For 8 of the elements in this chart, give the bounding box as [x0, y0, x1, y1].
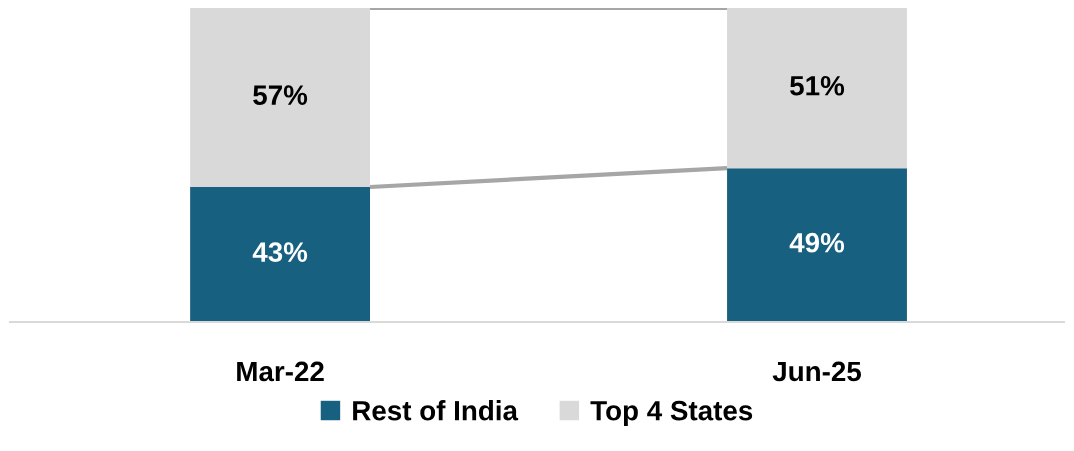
legend-label: Top 4 States: [590, 400, 753, 426]
data-label: 57%: [253, 85, 308, 105]
data-label: 51%: [790, 75, 845, 96]
data-label: 49%: [789, 232, 845, 253]
x-tick-label: Mar-22: [237, 361, 324, 382]
legend-label: Rest of India: [353, 400, 519, 421]
x-tick-label: Jun-25: [772, 361, 862, 382]
data-label: 43%: [252, 242, 308, 262]
